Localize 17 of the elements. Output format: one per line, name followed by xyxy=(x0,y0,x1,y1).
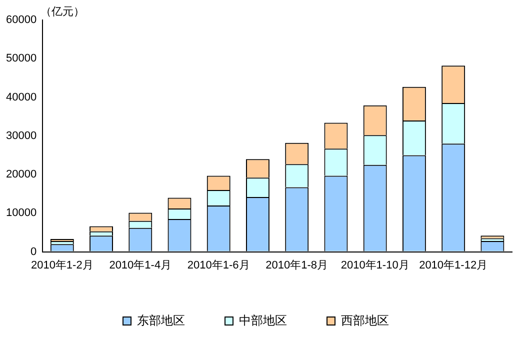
y-axis-title: （亿元） xyxy=(40,6,85,18)
y-tick-label: 0 xyxy=(30,246,37,258)
legend-label: 西部地区 xyxy=(341,313,389,328)
x-tick-label: 2010年1-8月 xyxy=(266,259,328,272)
x-tick-label: 2010年1-12月 xyxy=(419,259,488,272)
x-tick-label: 2010年1-4月 xyxy=(109,259,172,272)
legend-label: 东部地区 xyxy=(137,313,185,328)
y-tick-label: 20000 xyxy=(6,168,37,181)
y-tick-label: 10000 xyxy=(6,207,37,220)
x-tick-label: 2010年1-2月 xyxy=(30,259,94,272)
x-tick-label: 2010年1-6月 xyxy=(187,259,250,272)
y-tick-label: 40000 xyxy=(6,91,37,104)
legend-label: 中部地区 xyxy=(239,313,287,328)
y-tick-label: 60000 xyxy=(6,14,37,26)
x-tick-label: 2010年1-10月 xyxy=(340,259,410,272)
y-tick-label: 30000 xyxy=(6,130,37,142)
y-tick-label: 50000 xyxy=(6,52,37,65)
